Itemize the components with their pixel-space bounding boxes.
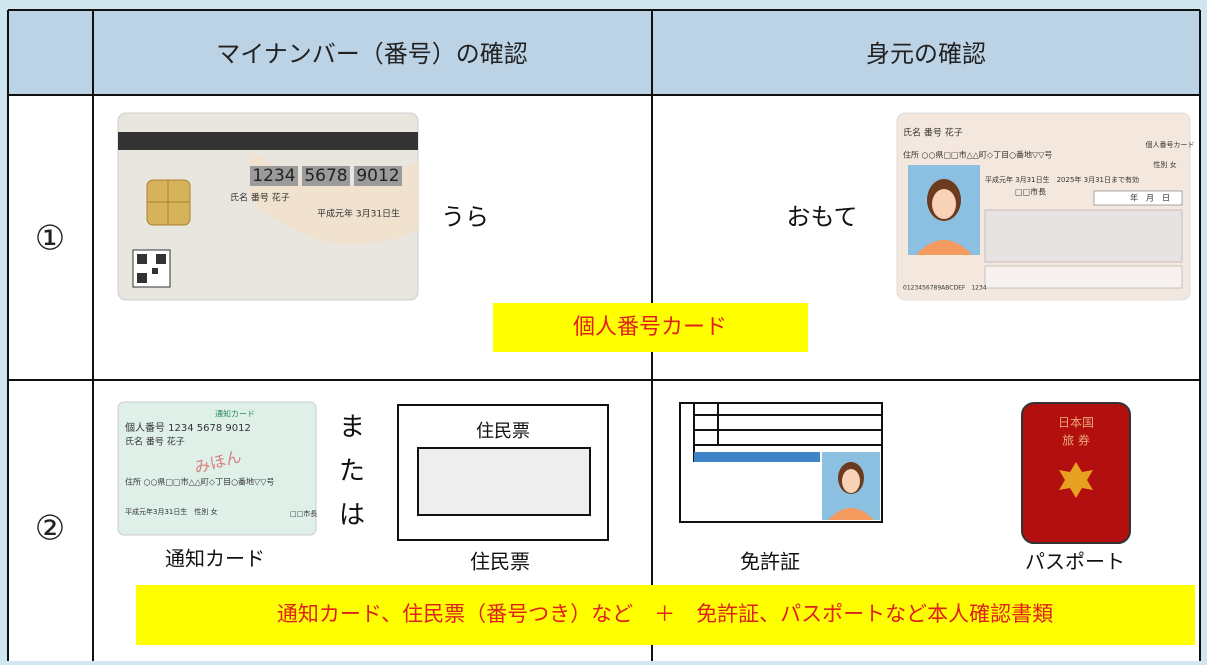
passport-text: 旅 券 <box>1062 433 1090 448</box>
card-text: 平成元年 3月31日生 <box>317 208 400 220</box>
or-text: ま <box>339 413 365 443</box>
item-label: パスポート <box>1025 550 1125 574</box>
caption: 個人番号カード <box>573 315 727 340</box>
license <box>679 402 883 523</box>
card-text: 0123456789ABCDEF 1234 <box>903 285 987 292</box>
card-text: 性別 女 <box>1153 160 1176 169</box>
card-text: 通知カード <box>215 409 255 419</box>
card-text: 住所 ○○県□□市△△町◇丁目○番地▽▽号 <box>903 150 1052 160</box>
passport <box>1021 402 1131 544</box>
caption-box <box>136 585 1195 645</box>
passport-text: 日本国 <box>1058 416 1094 430</box>
caption: 通知カード、住民票（番号つき）など ＋ 免許証、パスポートなど本人確認書類 <box>277 602 1053 626</box>
card-text: 住所 ○○県□□市△△町◇丁目○番地▽▽号 <box>125 477 274 487</box>
card-front: 氏名 番号 花子 住所 ○○県□□市△△町◇丁目○番地▽▽号 個人番号カード 性… <box>896 112 1195 301</box>
item-label: 通知カード <box>165 547 265 571</box>
card-back: 1234 5678 9012 氏名 番号 花子 平成元年 3月31日生 <box>117 112 419 301</box>
label: うら <box>441 203 489 231</box>
card-number: 5678 <box>304 166 347 186</box>
header-text: マイナンバー（番号）の確認 <box>216 40 528 68</box>
card-text: 氏名 番号 花子 <box>125 436 185 448</box>
card-number: 1234 <box>252 166 295 186</box>
card-text: 平成元年 3月31日生 2025年 3月31日まで有効 <box>985 175 1139 184</box>
row-number: ② <box>35 509 65 549</box>
card-text: 氏名 番号 花子 <box>230 192 290 204</box>
card-text: 年 月 日 <box>1130 193 1170 203</box>
resident-doc <box>397 404 609 541</box>
or-text: た <box>339 457 365 487</box>
item-label: 免許証 <box>740 550 800 574</box>
row-number: ① <box>35 219 65 259</box>
label: おもて <box>786 203 857 231</box>
card-text: 個人番号 1234 5678 9012 <box>125 421 251 434</box>
header-bg <box>8 10 1200 95</box>
or-text: は <box>339 501 365 531</box>
item-label: 住民票 <box>470 550 530 574</box>
notification-card: 通知カード 個人番号 1234 5678 9012 氏名 番号 花子 みほん 住… <box>117 401 317 536</box>
caption-box <box>493 303 808 352</box>
card-number: 9012 <box>356 166 399 186</box>
card-text: □□市長 <box>290 509 317 518</box>
card-text: 氏名 番号 花子 <box>903 127 963 139</box>
header-text: 身元の確認 <box>866 40 986 68</box>
card-text: □□市長 <box>1015 187 1046 197</box>
card-text: 平成元年3月31日生 性別 女 <box>125 507 218 516</box>
doc-title: 住民票 <box>476 421 530 442</box>
card-text: 個人番号カード <box>1146 140 1195 149</box>
